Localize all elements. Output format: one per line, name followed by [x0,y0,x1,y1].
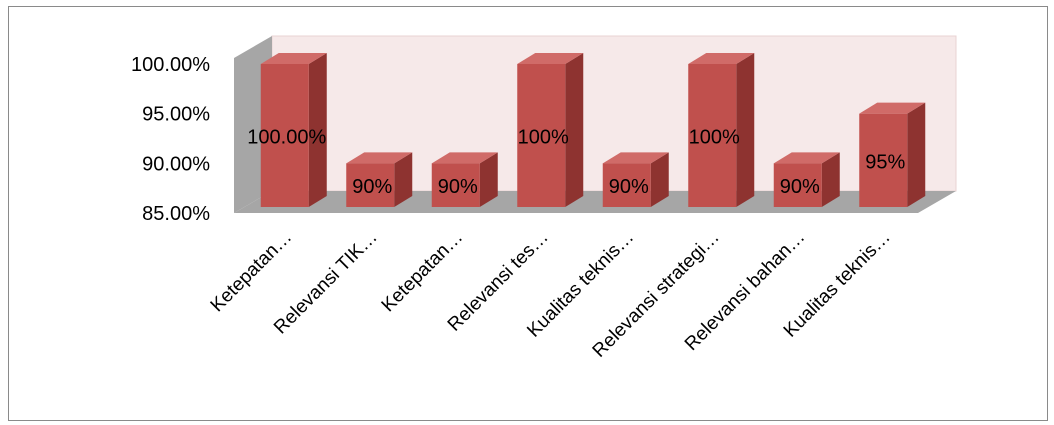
bar-side [650,152,669,207]
y-tick-label: 95.00% [142,104,210,126]
bar [260,64,309,207]
bar-top [859,102,926,114]
floor [234,191,956,213]
bar-side [479,152,498,207]
data-label: 90% [352,176,392,198]
data-label: 100% [689,127,740,149]
bar-side [565,53,584,207]
bar-top [346,152,413,164]
bar-top [517,53,584,64]
bar-top [602,152,669,164]
data-label: 90% [438,176,478,198]
bar [602,163,651,207]
bar [688,64,737,207]
bar-side [821,152,840,207]
bar-side [308,53,327,207]
bar-side [394,152,413,207]
y-tick-label: 100.00% [131,54,210,76]
bar [773,163,822,207]
bar-top [773,152,840,164]
data-label: 100% [518,127,569,149]
data-label: 100.00% [247,127,326,149]
bar-top [431,152,498,164]
bar [346,163,395,207]
data-label: 90% [609,176,649,198]
data-label: 95% [865,151,905,173]
data-label: 90% [780,176,820,198]
x-tick-label: Ketepatan… [207,227,297,317]
bar [517,64,566,207]
y-tick-label: 85.00% [142,203,210,225]
bar [859,113,908,207]
bar-side [736,53,755,207]
bar-top [688,53,755,64]
bar-side [907,102,926,207]
bar [431,163,480,207]
y-tick-label: 90.00% [142,153,210,175]
x-tick-label: Ketepatan… [378,227,468,317]
bar-top [260,53,327,64]
